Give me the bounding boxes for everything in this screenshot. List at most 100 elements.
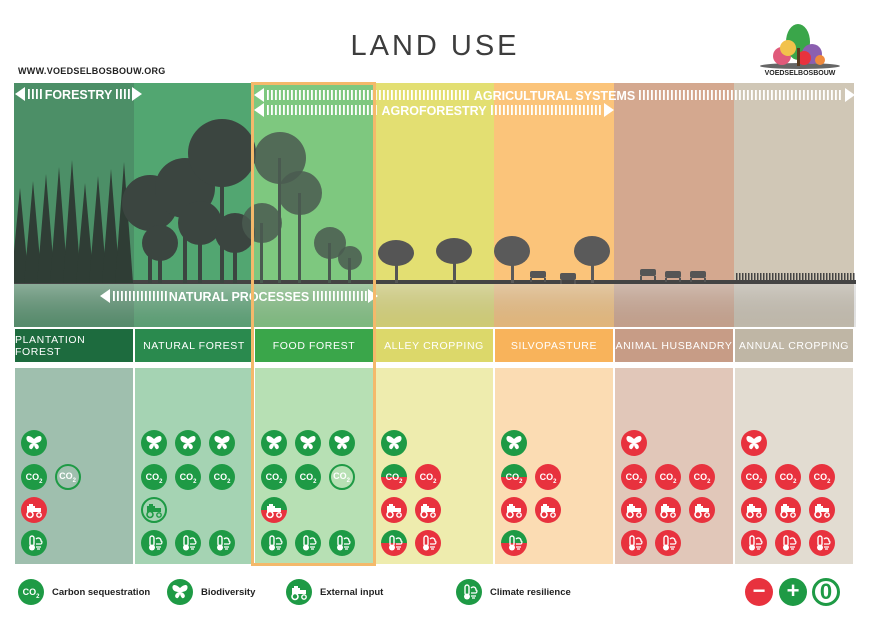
co2-text: CO [145,472,160,482]
crop-stalk [784,273,786,281]
cattle-leg [679,278,681,282]
co2-text: CO [625,472,640,482]
cattle-leg [530,278,532,282]
tractor-icon [535,497,561,523]
agroforestry-arrow: AGROFORESTRY [254,103,614,118]
co2-text: CO [539,472,554,482]
co2-text: CO [59,471,73,481]
tractor-icon [286,579,312,605]
tree-trunk [328,243,331,283]
crop-stalk [826,273,828,281]
crop-stalk [751,273,753,281]
co2-icon: CO2 [621,464,647,490]
co2-icon: CO2 [775,464,801,490]
landscape-illustration: FORESTRY AGRICULTURAL SYSTEMSAGROFORESTRY… [14,83,856,327]
column-label-plantation-forest: PLANTATION FOREST [15,329,133,362]
co2-text: CO [659,472,674,482]
co2-label: CO2 [179,472,197,485]
legend-carbon-label: Carbon sequestration [52,586,151,598]
plus-symbol: + [779,578,807,606]
crop-stalk [787,273,789,281]
butterfly-icon [501,430,527,456]
co2-icon: CO2 [261,464,287,490]
tractor-icon [689,497,715,523]
column-label-annual-cropping: ANNUAL CROPPING [735,329,853,362]
cattle-leg [640,276,642,280]
crop-stalk [790,273,792,281]
butterfly-icon [167,579,193,605]
cattle-leg [665,278,667,282]
crop-stalk [760,273,762,281]
conifer-tree [89,176,107,283]
co2-icon: CO2 [809,464,835,490]
crop-stalk [835,273,837,281]
co2-icon: CO2 [55,464,81,490]
co2-icon: CO2 [689,464,715,490]
cattle-leg [654,276,656,280]
ground-fog [14,283,856,327]
crop-stalk [853,273,855,281]
co2-icon: CO2 [295,464,321,490]
co2-icon: CO2 [21,464,47,490]
tree-trunk [511,259,514,283]
butterfly-icon [381,430,407,456]
co2-icon: CO2 [141,464,167,490]
tree-trunk [198,223,202,283]
rating-panel-1: CO2 CO2 CO2 [135,368,253,564]
co2-label: CO2 [539,472,557,485]
thermometer-icon [655,530,681,556]
co2-label: CO2 [59,471,76,484]
crop-stalk [772,273,774,281]
rating-panel-0: CO2 CO2 [15,368,133,564]
tree-trunk [260,223,263,283]
brand-name: VOEDSELBOSBOUW [764,70,836,77]
co2-icon: CO2 [329,464,355,490]
co2-label: CO2 [22,587,40,600]
co2-label: CO2 [145,472,163,485]
cattle [690,271,706,278]
crop-stalk [802,273,804,281]
voedselbosbouw-logo [760,24,840,69]
crop-stalk [748,273,750,281]
tree-trunk [591,259,594,283]
thermometer-icon [741,530,767,556]
butterfly-icon [295,430,321,456]
co2-icon: CO2 [175,464,201,490]
butterfly-icon [175,430,201,456]
alley-tree [378,240,414,266]
natural-processes-arrow-label: NATURAL PROCESSES [169,290,310,304]
crop-stalk [829,273,831,281]
conifer-tree [115,162,133,283]
crop-stalk [778,273,780,281]
co2-icon: CO2 [381,464,407,490]
thermometer-icon [809,530,835,556]
column-label-alley-cropping: ALLEY CROPPING [375,329,493,362]
conifer-tree [14,188,29,283]
co2-text: CO [693,472,708,482]
zero-symbol: 0 [812,578,840,606]
tractor-icon [381,497,407,523]
crop-stalk [754,273,756,281]
alley-tree [436,238,472,264]
butterfly-icon [21,430,47,456]
crop-stalk [775,273,777,281]
website-url[interactable]: WWW.VOEDSELBOSBOUW.ORG [18,66,166,76]
co2-label: CO2 [505,472,523,485]
cattle-leg [560,280,562,284]
crop-stalk [799,273,801,281]
tree-trunk [158,243,162,283]
crop-stalk [781,273,783,281]
thermometer-icon [456,579,482,605]
tree-trunk [233,233,237,283]
co2-label: CO2 [745,472,763,485]
co2-label: CO2 [25,472,43,485]
thermometer-icon [141,530,167,556]
cattle [530,271,546,278]
co2-label: CO2 [333,471,350,484]
butterfly-icon [261,430,287,456]
co2-icon: CO2 [535,464,561,490]
rating-panel-3: CO2 CO2 [375,368,493,564]
butterfly-icon [141,430,167,456]
silvopasture-tree [574,236,610,266]
agricultural-systems-arrow-label: AGRICULTURAL SYSTEMS [474,89,635,103]
